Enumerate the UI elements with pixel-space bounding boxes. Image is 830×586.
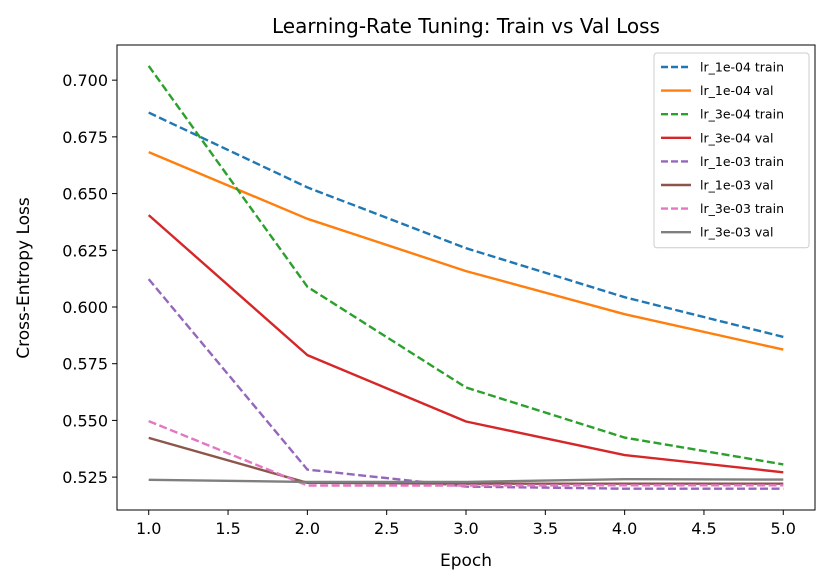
y-tick-label: 0.525 xyxy=(62,468,108,487)
y-tick-label: 0.700 xyxy=(62,71,108,90)
x-tick-label: 3.0 xyxy=(453,519,478,538)
legend: lr_1e-04 train lr_1e-04 val lr_3e-04 train… xyxy=(654,53,809,248)
x-tick-label: 1.5 xyxy=(215,519,240,538)
legend-entry: lr_3e-03 train xyxy=(700,201,784,216)
y-tick-label: 0.675 xyxy=(62,128,108,147)
legend-entry: lr_1e-04 train xyxy=(700,60,784,75)
y-tick-label: 0.600 xyxy=(62,298,108,317)
x-tick-label: 4.5 xyxy=(691,519,716,538)
series-line-lr-1e-03-train xyxy=(149,279,784,489)
y-axis-label: Cross-Entropy Loss xyxy=(14,197,34,359)
x-tick-label: 4.0 xyxy=(612,519,637,538)
chart-title: Learning-Rate Tuning: Train vs Val Loss xyxy=(272,14,660,38)
series-line-lr-3e-03-val xyxy=(149,479,784,482)
legend-entry: lr_1e-03 val xyxy=(700,178,773,193)
legend-entry: lr_3e-03 val xyxy=(700,225,773,240)
legend-entry: lr_1e-03 train xyxy=(700,154,784,169)
series-line-lr-3e-03-train xyxy=(149,421,784,485)
y-tick-label: 0.575 xyxy=(62,355,108,374)
x-tick-label: 3.5 xyxy=(533,519,558,538)
x-tick-label: 1.0 xyxy=(136,519,161,538)
y-tick-label: 0.625 xyxy=(62,241,108,260)
legend-entry: lr_1e-04 val xyxy=(700,83,773,98)
x-tick-label: 2.0 xyxy=(295,519,320,538)
series-line-lr-3e-04-val xyxy=(149,215,784,472)
x-tick-label: 2.5 xyxy=(374,519,399,538)
legend-entry: lr_3e-04 val xyxy=(700,130,773,145)
x-axis-ticks: 1.0 1.5 2.0 2.5 3.0 3.5 4.0 4.5 5.0 xyxy=(136,510,796,538)
x-axis-label: Epoch xyxy=(440,551,492,571)
y-axis-ticks: 0.525 0.550 0.575 0.600 0.625 0.650 0.675 0.700 xyxy=(62,71,117,487)
y-tick-label: 0.550 xyxy=(62,411,108,430)
y-tick-label: 0.650 xyxy=(62,185,108,204)
legend-entry: lr_3e-04 train xyxy=(700,107,784,122)
x-tick-label: 5.0 xyxy=(771,519,796,538)
